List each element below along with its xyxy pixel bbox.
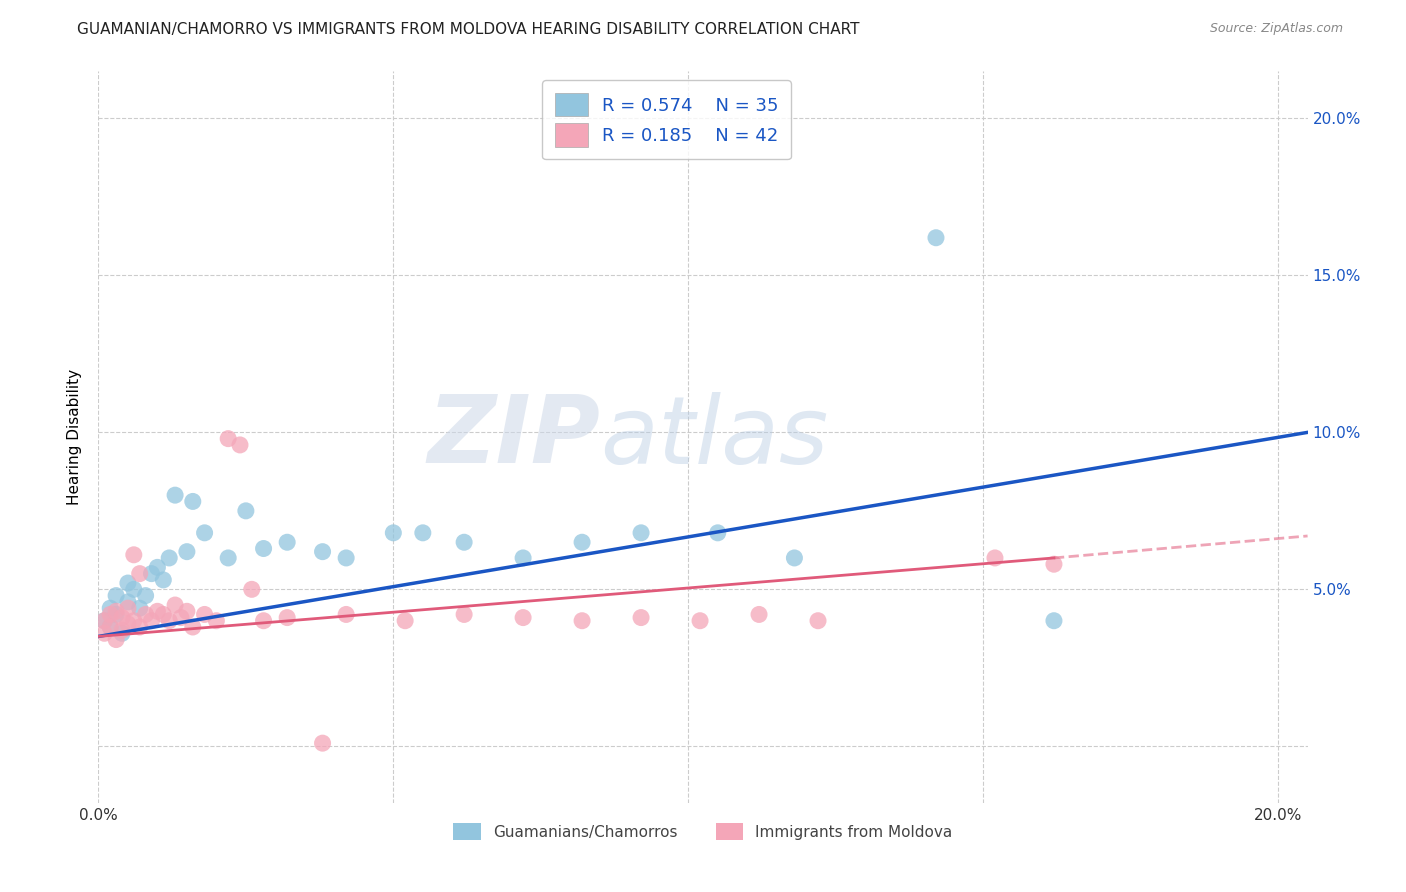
Point bbox=[205, 614, 228, 628]
Point bbox=[807, 614, 830, 628]
Text: GUAMANIAN/CHAMORRO VS IMMIGRANTS FROM MOLDOVA HEARING DISABILITY CORRELATION CHA: GUAMANIAN/CHAMORRO VS IMMIGRANTS FROM MO… bbox=[77, 22, 860, 37]
Point bbox=[135, 589, 157, 603]
Point bbox=[98, 620, 121, 634]
Point bbox=[276, 610, 298, 624]
Point bbox=[194, 525, 217, 540]
Legend: Guamanians/Chamorros, Immigrants from Moldova: Guamanians/Chamorros, Immigrants from Mo… bbox=[447, 816, 959, 847]
Point bbox=[98, 620, 121, 634]
Point bbox=[135, 607, 157, 622]
Point bbox=[105, 589, 128, 603]
Point bbox=[105, 607, 128, 622]
Point bbox=[117, 601, 139, 615]
Point bbox=[152, 573, 174, 587]
Point bbox=[111, 610, 134, 624]
Point bbox=[512, 610, 534, 624]
Point bbox=[512, 550, 534, 565]
Point bbox=[122, 614, 145, 628]
Point bbox=[117, 595, 139, 609]
Point bbox=[105, 604, 128, 618]
Point bbox=[630, 610, 652, 624]
Point bbox=[146, 604, 169, 618]
Point bbox=[128, 620, 150, 634]
Point bbox=[394, 614, 416, 628]
Point bbox=[152, 607, 174, 622]
Point bbox=[176, 604, 198, 618]
Point bbox=[783, 550, 806, 565]
Point bbox=[146, 560, 169, 574]
Point bbox=[165, 488, 187, 502]
Text: ZIP: ZIP bbox=[427, 391, 600, 483]
Y-axis label: Hearing Disability: Hearing Disability bbox=[67, 369, 83, 505]
Point bbox=[412, 525, 434, 540]
Point bbox=[630, 525, 652, 540]
Point bbox=[229, 438, 252, 452]
Point bbox=[689, 614, 711, 628]
Point bbox=[105, 632, 128, 647]
Point bbox=[98, 601, 121, 615]
Point bbox=[252, 541, 274, 556]
Point bbox=[98, 607, 121, 622]
Point bbox=[93, 626, 115, 640]
Point bbox=[453, 535, 475, 549]
Point bbox=[706, 525, 728, 540]
Point bbox=[925, 231, 948, 245]
Point bbox=[217, 432, 239, 446]
Point bbox=[335, 550, 357, 565]
Text: Source: ZipAtlas.com: Source: ZipAtlas.com bbox=[1209, 22, 1343, 36]
Point bbox=[93, 614, 115, 628]
Point bbox=[235, 504, 257, 518]
Point bbox=[117, 616, 139, 631]
Point bbox=[122, 548, 145, 562]
Point bbox=[276, 535, 298, 549]
Point bbox=[240, 582, 263, 597]
Point bbox=[141, 614, 163, 628]
Point bbox=[1043, 614, 1066, 628]
Text: atlas: atlas bbox=[600, 392, 828, 483]
Point bbox=[111, 626, 134, 640]
Point bbox=[984, 550, 1007, 565]
Point bbox=[176, 544, 198, 558]
Point bbox=[382, 525, 405, 540]
Point bbox=[111, 623, 134, 637]
Point bbox=[128, 566, 150, 581]
Point bbox=[194, 607, 217, 622]
Point bbox=[141, 566, 163, 581]
Point bbox=[117, 576, 139, 591]
Point bbox=[571, 535, 593, 549]
Point bbox=[122, 582, 145, 597]
Point bbox=[571, 614, 593, 628]
Point bbox=[165, 598, 187, 612]
Point bbox=[748, 607, 770, 622]
Point bbox=[170, 610, 193, 624]
Point bbox=[181, 620, 204, 634]
Point bbox=[335, 607, 357, 622]
Point bbox=[252, 614, 274, 628]
Point bbox=[1043, 558, 1066, 572]
Point bbox=[453, 607, 475, 622]
Point bbox=[128, 601, 150, 615]
Point bbox=[311, 544, 333, 558]
Point bbox=[217, 550, 239, 565]
Point bbox=[157, 550, 180, 565]
Point bbox=[157, 614, 180, 628]
Point bbox=[93, 614, 115, 628]
Point bbox=[181, 494, 204, 508]
Point bbox=[311, 736, 333, 750]
